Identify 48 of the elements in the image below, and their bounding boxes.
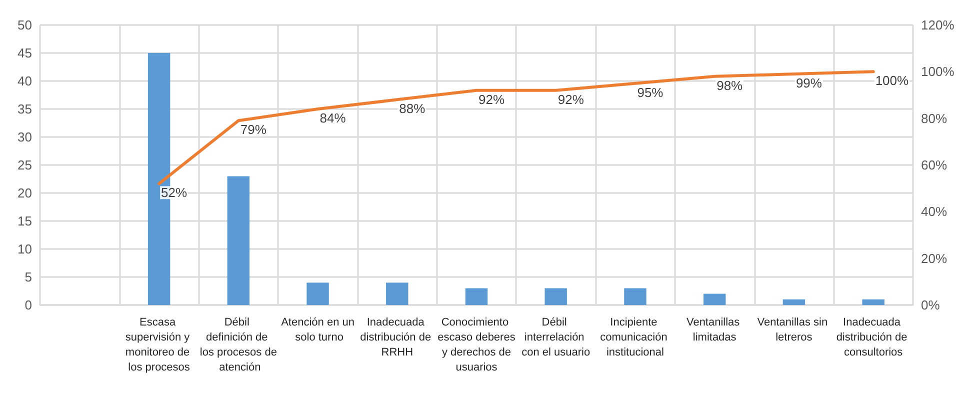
y-tick-label: 30 — [18, 130, 32, 144]
y2-tick-label: 0% — [921, 298, 940, 312]
x-tick-label: Débil definición de los procesos de atención — [200, 316, 277, 374]
y-tick-label: 25 — [18, 158, 32, 172]
x-tick-label: Escasa supervisión y monitoreo de los procesos — [125, 316, 193, 374]
data-label: 99% — [796, 76, 822, 90]
data-label: 92% — [478, 92, 505, 107]
y-tick-label: 50 — [18, 18, 32, 32]
y2-tick-label: 100% — [921, 64, 955, 80]
data-label: 84% — [320, 110, 346, 126]
x-tick-label: Débil interrelación con el usuario — [522, 316, 590, 358]
bar — [544, 288, 567, 305]
bar — [306, 282, 329, 305]
y2-tick-label: 40% — [921, 204, 948, 220]
y2-tick-label: 20% — [921, 250, 948, 266]
bar — [386, 282, 408, 305]
y-tick-label: 10 — [18, 242, 32, 256]
bar — [782, 299, 806, 305]
data-label: 100% — [875, 73, 910, 88]
y2-tick-label: 120% — [921, 18, 955, 32]
data-label: 98% — [716, 78, 744, 93]
data-label: 92% — [558, 92, 584, 107]
bar — [862, 299, 884, 305]
y-tick-label: 0 — [24, 298, 32, 312]
data-label: 95% — [637, 84, 664, 100]
bar — [227, 176, 250, 305]
y2-tick-label: 80% — [921, 110, 948, 126]
y-tick-label: 20 — [18, 186, 32, 200]
line-series — [158, 70, 875, 186]
bar — [465, 288, 488, 305]
data-label: 88% — [399, 101, 426, 116]
y-tick-label: 40 — [18, 74, 32, 88]
y-tick-label: 45 — [18, 46, 32, 60]
x-tick-label: Ventanillas sin letreros — [757, 316, 831, 344]
y-tick-label: 15 — [18, 214, 32, 228]
y-tick-label: 5 — [24, 270, 32, 284]
x-tick-label: Conocimiento escaso deberes y derechos de usuarios — [438, 316, 516, 374]
data-label: 79% — [240, 122, 267, 138]
y-tick-label: 35 — [18, 102, 32, 116]
data-label: 52% — [161, 185, 188, 200]
x-tick-label: Incipiente comunicación institucional — [600, 316, 670, 358]
y2-tick-label: 60% — [921, 158, 948, 172]
x-tick-label: Inadecuada distribución de RRHH — [360, 316, 434, 358]
bar — [624, 288, 646, 305]
x-tick-label: Inadecuada distribución de consultorios — [836, 316, 910, 358]
x-tick-label: Atención en un solo turno — [281, 316, 354, 344]
x-tick-label: Ventanillas limitadas — [686, 316, 743, 344]
bar — [703, 294, 726, 305]
